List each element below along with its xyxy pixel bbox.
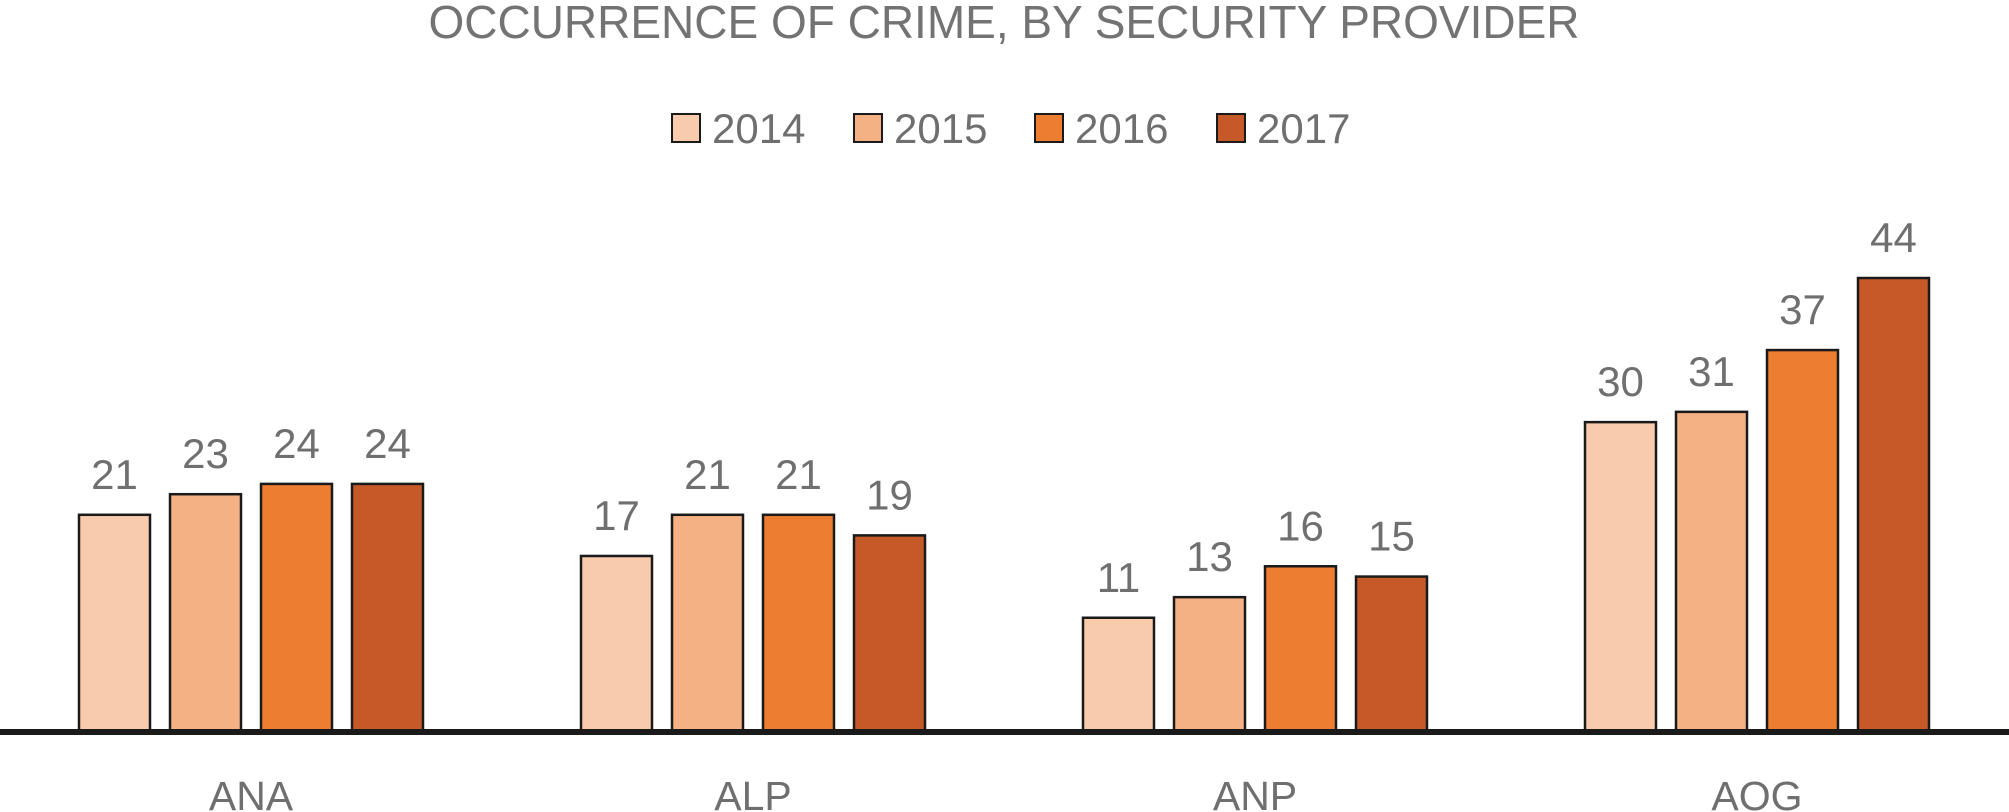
bar-alp-2015 bbox=[670, 513, 745, 733]
data-label-aog-2016: 37 bbox=[1779, 286, 1826, 333]
data-label-ana-2015: 23 bbox=[182, 430, 229, 477]
legend-swatch-2014 bbox=[671, 113, 701, 143]
chart-title: OCCURRENCE OF CRIME, BY SECURITY PROVIDE… bbox=[428, 0, 1579, 48]
category-labels-group: ANA ALP ANP AOG bbox=[209, 773, 1803, 812]
bar-ana-2016 bbox=[259, 482, 334, 733]
bar-aog-2017 bbox=[1856, 276, 1931, 733]
category-label-anp: ANP bbox=[1213, 773, 1297, 812]
data-label-alp-2014: 17 bbox=[593, 492, 640, 539]
legend-label-2017: 2017 bbox=[1257, 105, 1350, 152]
legend-label-2015: 2015 bbox=[894, 105, 987, 152]
category-label-ana: ANA bbox=[209, 773, 294, 812]
bar-ana-2015 bbox=[168, 492, 243, 733]
data-label-anp-2014: 11 bbox=[1097, 554, 1141, 601]
legend-swatch-2015 bbox=[853, 113, 883, 143]
legend: 2014 2015 2016 2017 bbox=[671, 105, 1350, 152]
legend-label-2016: 2016 bbox=[1075, 105, 1168, 152]
data-label-ana-2017: 24 bbox=[364, 420, 411, 467]
data-labels-group: 21 23 24 24 17 21 21 19 11 13 16 15 30 31 37 44 bbox=[91, 214, 1917, 601]
data-label-alp-2017: 19 bbox=[866, 471, 913, 518]
bar-aog-2016 bbox=[1765, 348, 1840, 733]
legend-swatch-2017 bbox=[1216, 113, 1246, 143]
bar-ana-2017 bbox=[350, 482, 425, 733]
legend-label-2014: 2014 bbox=[712, 105, 805, 152]
bar-anp-2014 bbox=[1081, 616, 1156, 733]
bar-aog-2014 bbox=[1583, 420, 1658, 733]
data-label-ana-2014: 21 bbox=[91, 451, 138, 498]
bar-anp-2017 bbox=[1354, 575, 1429, 733]
legend-swatch-2016 bbox=[1034, 113, 1064, 143]
data-label-aog-2017: 44 bbox=[1870, 214, 1917, 261]
bar-series-group bbox=[77, 276, 1931, 733]
bar-alp-2017 bbox=[852, 534, 927, 733]
bar-ana-2014 bbox=[77, 513, 152, 733]
bar-anp-2015 bbox=[1172, 595, 1247, 733]
data-label-anp-2017: 15 bbox=[1368, 513, 1415, 560]
data-label-alp-2016: 21 bbox=[775, 451, 822, 498]
category-label-alp: ALP bbox=[714, 773, 792, 812]
data-label-anp-2016: 16 bbox=[1277, 502, 1324, 549]
data-label-alp-2015: 21 bbox=[684, 451, 731, 498]
bar-aog-2015 bbox=[1674, 410, 1749, 733]
bar-alp-2016 bbox=[761, 513, 836, 733]
data-label-anp-2015: 13 bbox=[1186, 533, 1233, 580]
data-label-aog-2014: 30 bbox=[1597, 358, 1644, 405]
bar-anp-2016 bbox=[1263, 565, 1338, 733]
category-label-aog: AOG bbox=[1711, 773, 1802, 812]
data-label-ana-2016: 24 bbox=[273, 420, 320, 467]
data-label-aog-2015: 31 bbox=[1688, 348, 1735, 395]
bar-alp-2014 bbox=[579, 554, 654, 733]
